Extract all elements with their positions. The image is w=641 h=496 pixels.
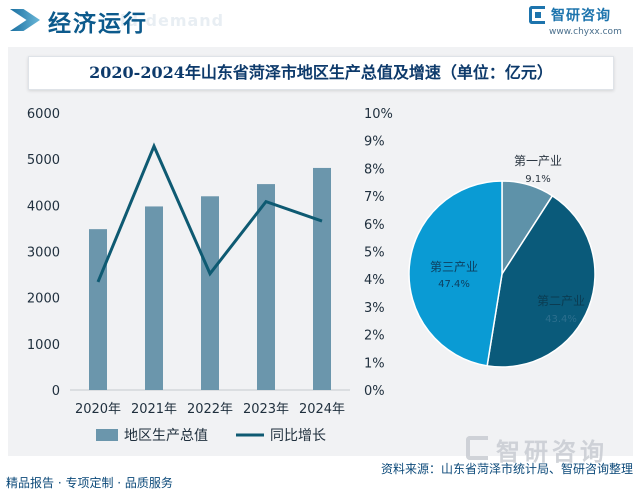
- pie-value-label: 47.4%: [438, 279, 470, 290]
- pie-slice-3: [408, 180, 503, 367]
- footer-tagline: 精品报告 · 专项定制 · 品质服务: [6, 476, 173, 490]
- brand-logo: 智研咨询 www.chyxx.com: [529, 4, 629, 40]
- data-source: 资料来源：山东省菏泽市统计局、智研咨询整理: [380, 462, 633, 476]
- x-tick-label: 2024年: [299, 402, 345, 417]
- footer: 智研咨询 精品报告 · 专项定制 · 品质服务 资料来源：山东省菏泽市统计局、智…: [0, 436, 641, 496]
- y-right-tick-label: 0%: [364, 384, 385, 399]
- pie-value-label: 43.4%: [545, 314, 577, 325]
- bar-1: [89, 229, 107, 390]
- y-right-tick-label: 6%: [364, 218, 385, 233]
- y-right-tick-label: 3%: [364, 301, 385, 316]
- y-right-tick-label: 2%: [364, 329, 385, 344]
- y-left-tick-label: 1000: [27, 338, 60, 353]
- x-tick-label: 2020年: [75, 402, 121, 417]
- y-right-tick-label: 4%: [364, 273, 385, 288]
- y-right-tick-label: 8%: [364, 162, 385, 177]
- bar-3: [201, 196, 219, 390]
- x-tick-label: 2021年: [131, 402, 177, 417]
- y-right-tick-label: 10%: [364, 107, 393, 122]
- y-left-tick-label: 3000: [27, 246, 60, 261]
- y-left-tick-label: 4000: [27, 199, 60, 214]
- chart-title: 2020-2024年山东省菏泽市地区生产总值及增速（单位：亿元）: [28, 56, 614, 90]
- y-left-tick-label: 2000: [27, 292, 60, 307]
- y-right-tick-label: 1%: [364, 356, 385, 371]
- y-right-tick-label: 5%: [364, 246, 385, 261]
- y-right-tick-label: 9%: [364, 135, 385, 150]
- pie-label: 第一产业: [514, 154, 562, 168]
- bar-5: [313, 167, 331, 390]
- bar-2: [145, 206, 163, 390]
- pie-label: 第二产业: [537, 294, 585, 308]
- brand-url: www.chyxx.com: [549, 27, 622, 37]
- footer-watermark-logo: 智研咨询: [466, 434, 636, 466]
- chart-panel: 2020-2024年山东省菏泽市地区生产总值及增速（单位：亿元） 0 1000 20…: [8, 47, 633, 456]
- pie-label: 第三产业: [430, 260, 478, 274]
- footer-logo-name: 智研咨询: [496, 438, 608, 466]
- chart-svg: 0 1000 2000 3000 4000 5000 6000 0% 1% 2% 3% 4% 5% 6% 7…: [27, 107, 596, 444]
- legend-bar-label: 地区生产总值: [124, 428, 208, 444]
- section-title: 经济运行: [48, 11, 148, 37]
- footer-logo-icon: [466, 436, 488, 460]
- pie-slice-2: [486, 194, 596, 368]
- brand-logo-icon: [529, 6, 545, 24]
- chevron-icon: [10, 9, 40, 31]
- header-bar: ld demand 经济运行 智研咨询 www.chyxx.com: [0, 0, 641, 40]
- legend-bar-swatch: [96, 429, 118, 441]
- pie-value-label: 9.1%: [525, 174, 550, 185]
- y-left-tick-label: 6000: [27, 107, 60, 122]
- y-left-tick-label: 5000: [27, 153, 60, 168]
- brand-name: 智研咨询: [551, 8, 611, 24]
- legend-line-label: 同比增长: [270, 428, 326, 444]
- x-tick-label: 2023年: [243, 402, 289, 417]
- y-right-tick-label: 7%: [364, 190, 385, 205]
- bar-4: [257, 184, 275, 390]
- y-left-tick-label: 0: [52, 384, 60, 399]
- header-ghost-text: ld demand: [120, 11, 225, 30]
- x-tick-label: 2022年: [187, 402, 233, 417]
